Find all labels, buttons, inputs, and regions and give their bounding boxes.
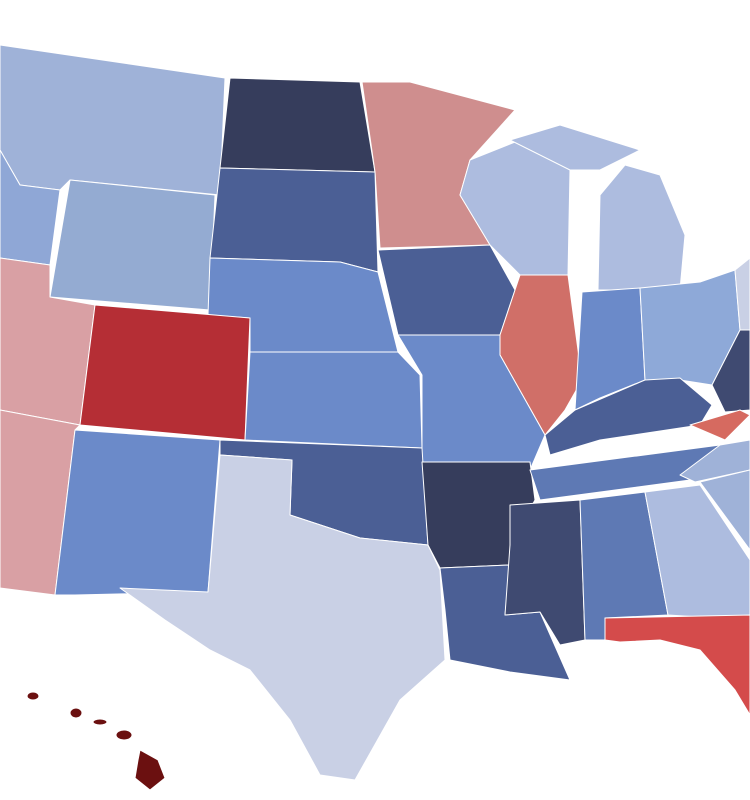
island xyxy=(69,707,83,719)
island xyxy=(134,749,166,791)
state xyxy=(79,304,251,441)
island xyxy=(26,691,40,701)
state xyxy=(0,149,61,266)
state xyxy=(49,179,216,311)
island xyxy=(115,729,133,741)
state xyxy=(597,164,686,291)
state xyxy=(509,124,641,171)
state xyxy=(377,244,516,336)
state xyxy=(544,377,713,456)
state xyxy=(734,257,750,331)
state xyxy=(574,287,646,411)
state xyxy=(244,351,423,449)
state xyxy=(0,44,226,196)
state xyxy=(604,614,750,716)
state xyxy=(644,484,750,621)
state xyxy=(689,409,750,441)
state xyxy=(54,429,221,596)
state xyxy=(219,77,376,173)
island xyxy=(92,718,108,726)
state xyxy=(209,167,379,273)
state xyxy=(119,454,446,781)
state xyxy=(459,139,571,276)
state xyxy=(711,329,750,413)
state xyxy=(679,439,750,483)
state xyxy=(699,469,750,551)
